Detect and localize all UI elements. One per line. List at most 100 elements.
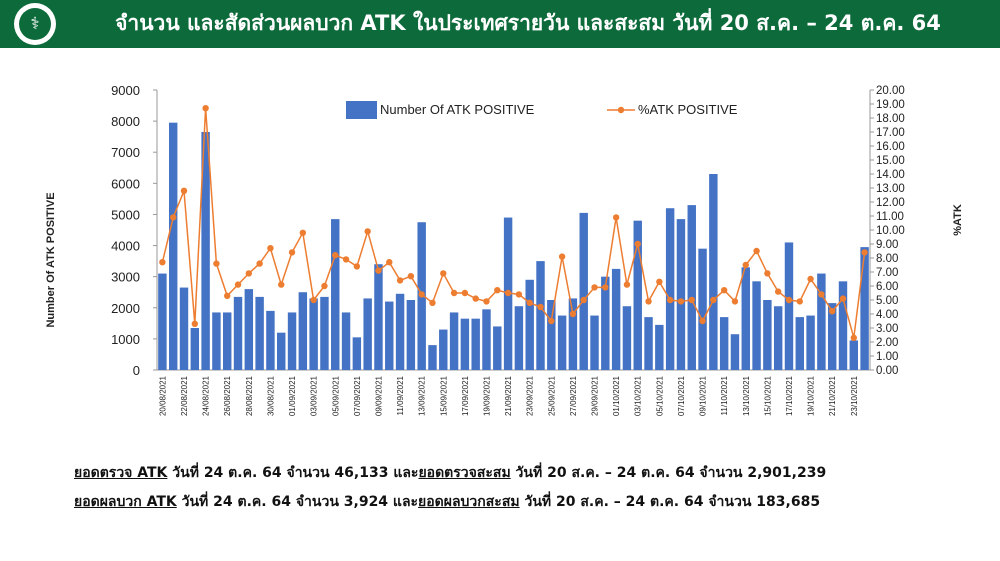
y2-tick-label: 14.00 bbox=[876, 169, 905, 181]
line-point bbox=[818, 291, 825, 298]
bar bbox=[331, 219, 340, 370]
line-point bbox=[234, 281, 242, 288]
line-point bbox=[483, 298, 490, 305]
line-point bbox=[386, 259, 393, 266]
legend-bar-label: Number Of ATK POSITIVE bbox=[380, 102, 535, 117]
positive-text: วันที่ 24 ต.ค. 64 จำนวน 3,924 และ bbox=[176, 494, 419, 510]
y2-tick-label: 6.00 bbox=[876, 281, 898, 293]
x-tick-label: 13/10/2021 bbox=[742, 375, 751, 416]
x-tick-label: 19/10/2021 bbox=[807, 375, 816, 416]
line-point bbox=[170, 214, 177, 221]
y-tick-label: 9000 bbox=[111, 83, 140, 98]
bar bbox=[460, 318, 470, 370]
footer-tests-summary: ยอดตรวจ ATK วันที่ 24 ต.ค. 64 จำนวน 46,1… bbox=[74, 462, 826, 484]
line-point bbox=[774, 288, 782, 295]
bar bbox=[385, 301, 394, 370]
line-point bbox=[342, 256, 350, 263]
x-tick-label: 07/10/2021 bbox=[677, 375, 686, 416]
line-point bbox=[494, 287, 501, 294]
x-tick-label: 07/09/2021 bbox=[353, 375, 362, 416]
bar bbox=[579, 212, 588, 370]
y2-tick-label: 17.00 bbox=[876, 127, 905, 139]
line-point bbox=[753, 247, 760, 255]
line-point bbox=[558, 253, 566, 260]
y-axis-title: Number Of ATK POSITIVE bbox=[45, 192, 57, 327]
y-tick-label: 3000 bbox=[111, 270, 140, 285]
x-tick-label: 13/09/2021 bbox=[418, 375, 427, 416]
bar bbox=[860, 247, 869, 370]
line-point bbox=[332, 252, 339, 259]
bar bbox=[784, 242, 794, 370]
ministry-logo-icon: ⚕ bbox=[14, 3, 56, 45]
positive-label: ยอดผลบวก ATK bbox=[74, 494, 177, 510]
line-point bbox=[310, 296, 317, 304]
y-tick-label: 8000 bbox=[111, 114, 140, 129]
line-point bbox=[202, 105, 209, 112]
y2-tick-label: 5.00 bbox=[876, 295, 898, 307]
line-point bbox=[710, 296, 717, 304]
line-point bbox=[440, 270, 447, 277]
x-tick-label: 23/10/2021 bbox=[850, 375, 859, 416]
x-tick-label: 19/09/2021 bbox=[482, 375, 491, 416]
y2-tick-label: 10.00 bbox=[876, 225, 905, 237]
y2-tick-label: 9.00 bbox=[876, 239, 898, 251]
bar bbox=[482, 309, 491, 370]
y-tick-label: 5000 bbox=[111, 207, 140, 222]
line-point bbox=[267, 245, 274, 252]
x-tick-label: 30/08/2021 bbox=[266, 375, 275, 416]
line-point bbox=[245, 270, 253, 277]
y2-tick-label: 19.00 bbox=[876, 99, 905, 111]
bar bbox=[287, 312, 297, 370]
y2-tick-label: 20.00 bbox=[876, 85, 905, 97]
bar bbox=[352, 337, 362, 370]
y2-tick-label: 3.00 bbox=[876, 323, 898, 335]
x-tick-label: 15/09/2021 bbox=[439, 375, 448, 416]
bar bbox=[763, 300, 772, 370]
x-tick-label: 11/09/2021 bbox=[396, 375, 405, 415]
bar bbox=[536, 261, 545, 370]
line-point bbox=[213, 260, 220, 267]
y2-tick-label: 18.00 bbox=[876, 113, 905, 125]
x-tick-label: 24/08/2021 bbox=[202, 375, 211, 416]
bar bbox=[547, 300, 556, 370]
bar bbox=[277, 332, 286, 370]
line-point bbox=[278, 281, 285, 288]
line-point bbox=[288, 249, 296, 256]
bar bbox=[255, 296, 264, 370]
line-point bbox=[807, 275, 814, 283]
x-tick-label: 17/09/2021 bbox=[461, 375, 470, 416]
x-tick-label: 17/10/2021 bbox=[785, 375, 794, 416]
y2-tick-label: 2.00 bbox=[876, 337, 898, 349]
bar bbox=[320, 296, 329, 370]
line-point bbox=[515, 291, 523, 298]
bar bbox=[741, 267, 750, 370]
bar bbox=[449, 312, 459, 370]
bar bbox=[644, 317, 653, 370]
bar bbox=[190, 328, 200, 370]
tests-label: ยอดตรวจ ATK bbox=[74, 465, 168, 481]
header-bar: ⚕ จำนวน และสัดส่วนผลบวก ATK ในประเทศรายว… bbox=[0, 0, 1000, 48]
bar bbox=[817, 273, 826, 370]
bar bbox=[428, 345, 437, 370]
line-point bbox=[504, 289, 512, 297]
cumulative-tests-label: ยอดตรวจสะสม bbox=[418, 465, 511, 481]
bar bbox=[838, 281, 848, 370]
line-point bbox=[375, 267, 382, 274]
bar bbox=[525, 279, 534, 370]
line-point bbox=[796, 298, 803, 305]
x-tick-label: 27/09/2021 bbox=[569, 375, 578, 416]
y2-tick-label: 4.00 bbox=[876, 309, 898, 321]
line-point bbox=[321, 282, 328, 290]
y-tick-label: 7000 bbox=[111, 145, 140, 160]
y2-tick-label: 7.00 bbox=[876, 267, 898, 279]
x-tick-label: 09/09/2021 bbox=[374, 375, 383, 416]
line-point bbox=[407, 273, 415, 280]
y2-tick-label: 15.00 bbox=[876, 155, 905, 167]
bar bbox=[493, 326, 502, 370]
x-tick-label: 03/09/2021 bbox=[310, 375, 319, 416]
line-point bbox=[731, 298, 739, 305]
y-tick-label: 2000 bbox=[111, 301, 140, 316]
page-title: จำนวน และสัดส่วนผลบวก ATK ในประเทศรายวัน… bbox=[115, 11, 941, 35]
y2-tick-label: 8.00 bbox=[876, 253, 898, 265]
bar bbox=[266, 310, 275, 370]
